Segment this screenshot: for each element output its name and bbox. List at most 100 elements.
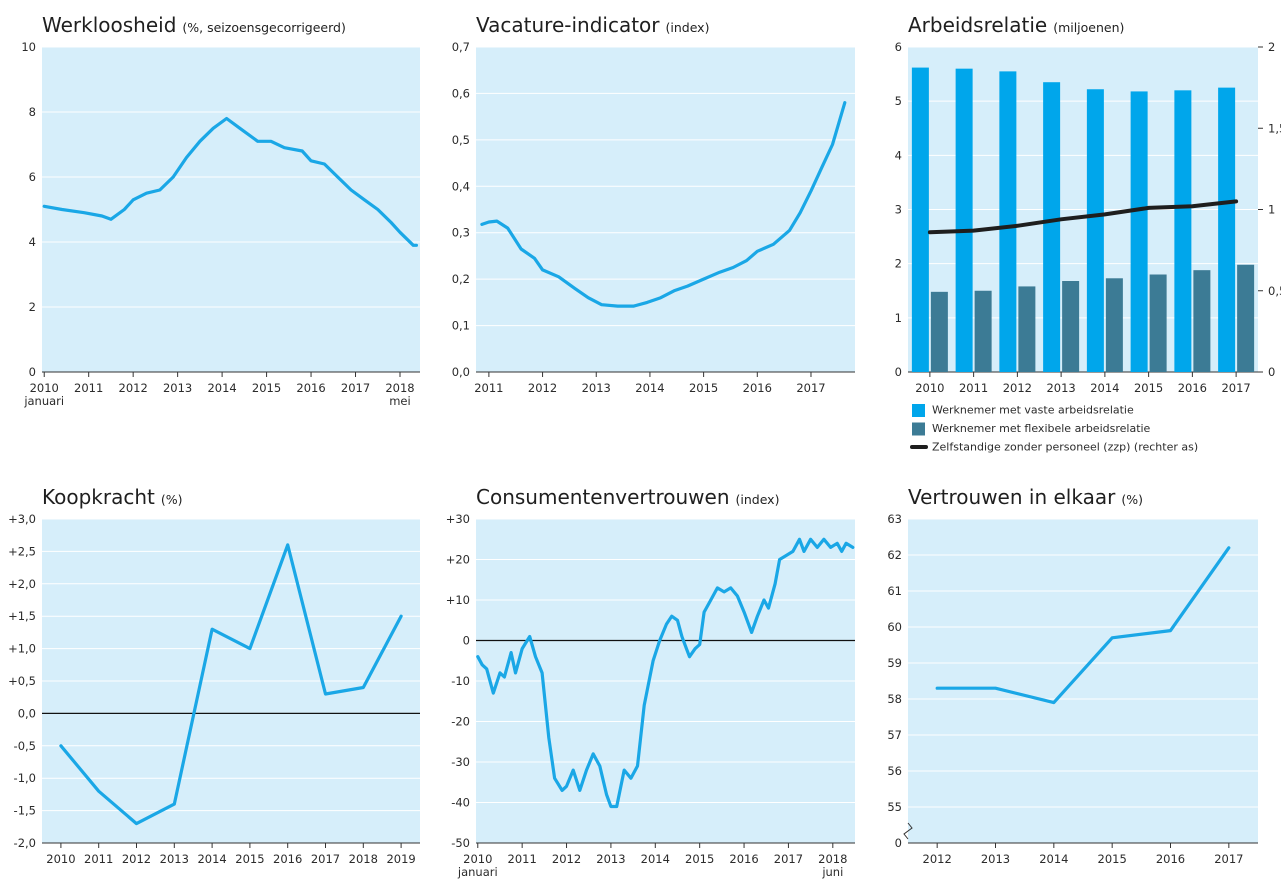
x-tick-label: 2017 xyxy=(774,852,803,866)
bar xyxy=(1174,90,1191,372)
chart-panel: Vertrouwen in elkaar(%)55565758596061626… xyxy=(887,485,1258,866)
y-tick-label: 10 xyxy=(21,40,36,54)
y-tick-label: -40 xyxy=(451,796,470,810)
x-tick-label: 2013 xyxy=(596,852,625,866)
y-tick-label: 0 xyxy=(29,365,36,379)
y-tick-label: 8 xyxy=(29,105,36,119)
bar xyxy=(1043,82,1060,372)
x-tick-label: 2015 xyxy=(235,852,264,866)
y-tick-label: +2,5 xyxy=(8,544,36,558)
y2-tick-label: 0 xyxy=(1268,365,1275,379)
bar xyxy=(1131,91,1148,372)
y-tick-label: 0,0 xyxy=(452,365,470,379)
bar xyxy=(999,71,1016,372)
legend-label: Werknemer met vaste arbeidsrelatie xyxy=(932,404,1134,417)
dashboard: Werkloosheid(%, seizoensgecorrigeerd)024… xyxy=(0,0,1281,884)
x-tick-label: 2010 xyxy=(463,852,492,866)
chart-panel: Consumentenvertrouwen(index)-50-40-30-20… xyxy=(446,485,855,879)
page: {"chart_data": [ {"type": "line", "title… xyxy=(0,0,1281,884)
bar xyxy=(956,69,973,372)
x-tick-label: 2017 xyxy=(1221,381,1250,395)
x-tick-label: 2013 xyxy=(163,381,192,395)
y-tick-label: +1,5 xyxy=(8,609,36,623)
y-tick-label: 55 xyxy=(887,800,902,814)
chart-title: Vacature-indicator(index) xyxy=(476,13,709,37)
y2-tick-label: 2 xyxy=(1268,40,1275,54)
y-tick-label: 0,2 xyxy=(452,272,470,286)
y-tick-label: 60 xyxy=(887,620,902,634)
x-tick-label: 2017 xyxy=(341,381,370,395)
chart-title: Arbeidsrelatie(miljoenen) xyxy=(908,13,1124,37)
y-tick-label: 57 xyxy=(887,728,902,742)
y-tick-label: -1,5 xyxy=(14,804,36,818)
chart-panel: Werkloosheid(%, seizoensgecorrigeerd)024… xyxy=(21,13,420,408)
y-tick-label: +2,0 xyxy=(8,577,36,591)
x-tick-label: 2011 xyxy=(84,852,113,866)
y-tick-label: -2,0 xyxy=(14,836,36,850)
y-tick-label: 63 xyxy=(887,512,902,526)
chart-panel: Arbeidsrelatie(miljoenen)012345600,511,5… xyxy=(895,13,1281,454)
bar xyxy=(1218,88,1235,372)
y2-tick-label: 1 xyxy=(1268,203,1275,217)
x-tick-label: 2013 xyxy=(582,381,611,395)
x-tick-label: 2017 xyxy=(311,852,340,866)
y-tick-label: 58 xyxy=(887,692,902,706)
bar xyxy=(1087,89,1104,372)
legend-label: Zelfstandige zonder personeel (zzp) (rec… xyxy=(932,441,1198,454)
x-tick-label: 2012 xyxy=(552,852,581,866)
x-tick-label: 2012 xyxy=(1003,381,1032,395)
x-tick-label: 2011 xyxy=(508,852,537,866)
y-tick-label: 0 xyxy=(895,365,902,379)
x-tick-label: 2015 xyxy=(252,381,281,395)
y-tick-label: -1,0 xyxy=(14,771,36,785)
x-tick-label: 2016 xyxy=(296,381,325,395)
y-tick-label: 0,0 xyxy=(18,706,36,720)
y-tick-label: 1 xyxy=(895,311,902,325)
y-tick-label: 6 xyxy=(29,170,36,184)
x-tick-label: 2016 xyxy=(1156,852,1185,866)
bar xyxy=(1193,270,1210,372)
x-tick-label: 2019 xyxy=(386,852,415,866)
x-tick-label: 2011 xyxy=(74,381,103,395)
y-tick-label: +30 xyxy=(446,512,470,526)
y-tick-label: -10 xyxy=(451,674,470,688)
y2-tick-label: 0,5 xyxy=(1268,284,1281,298)
x-tick-label: 2013 xyxy=(160,852,189,866)
title-text: Consumentenvertrouwen xyxy=(476,485,730,509)
y-tick-label: -20 xyxy=(451,715,470,729)
x-tick-label: 2013 xyxy=(981,852,1010,866)
title-text: Koopkracht xyxy=(42,485,155,509)
x-tick-label: 2013 xyxy=(1046,381,1075,395)
chart-panel: Vacature-indicator(index)0,00,10,20,30,4… xyxy=(452,13,855,395)
x-tick-label: 2014 xyxy=(635,381,664,395)
x-tick-label: 2014 xyxy=(1090,381,1119,395)
x-sublabel: januari xyxy=(457,865,498,879)
x-tick-label: 2018 xyxy=(349,852,378,866)
legend-label: Werknemer met flexibele arbeidsrelatie xyxy=(932,422,1151,435)
x-tick-label: 2014 xyxy=(197,852,226,866)
x-tick-label: 2014 xyxy=(1039,852,1068,866)
x-tick-label: 2014 xyxy=(641,852,670,866)
y2-tick-label: 1,5 xyxy=(1268,121,1281,135)
title-unit: (index) xyxy=(736,492,780,507)
x-tick-label: 2016 xyxy=(729,852,758,866)
y-tick-label: +1,0 xyxy=(8,642,36,656)
y-tick-label: 2 xyxy=(895,257,902,271)
x-sublabel: januari xyxy=(23,394,64,408)
title-unit: (%) xyxy=(1121,492,1143,507)
x-tick-label: 2015 xyxy=(1098,852,1127,866)
chart-panel: Koopkracht(%)-2,0-1,5-1,0-0,50,0+0,5+1,0… xyxy=(8,485,420,866)
bar xyxy=(1150,275,1167,373)
x-tick-label: 2011 xyxy=(474,381,503,395)
chart-title: Consumentenvertrouwen (index) xyxy=(476,485,779,509)
x-tick-label: 2016 xyxy=(743,381,772,395)
y-tick-label: 0,7 xyxy=(452,40,470,54)
x-tick-label: 2012 xyxy=(122,852,151,866)
x-tick-label: 2016 xyxy=(273,852,302,866)
x-tick-label: 2018 xyxy=(385,381,414,395)
y-tick-label: 62 xyxy=(887,548,902,562)
plot-area xyxy=(476,47,855,372)
bar xyxy=(1062,281,1079,372)
x-tick-label: 2012 xyxy=(119,381,148,395)
title-text: Arbeidsrelatie xyxy=(908,13,1047,37)
